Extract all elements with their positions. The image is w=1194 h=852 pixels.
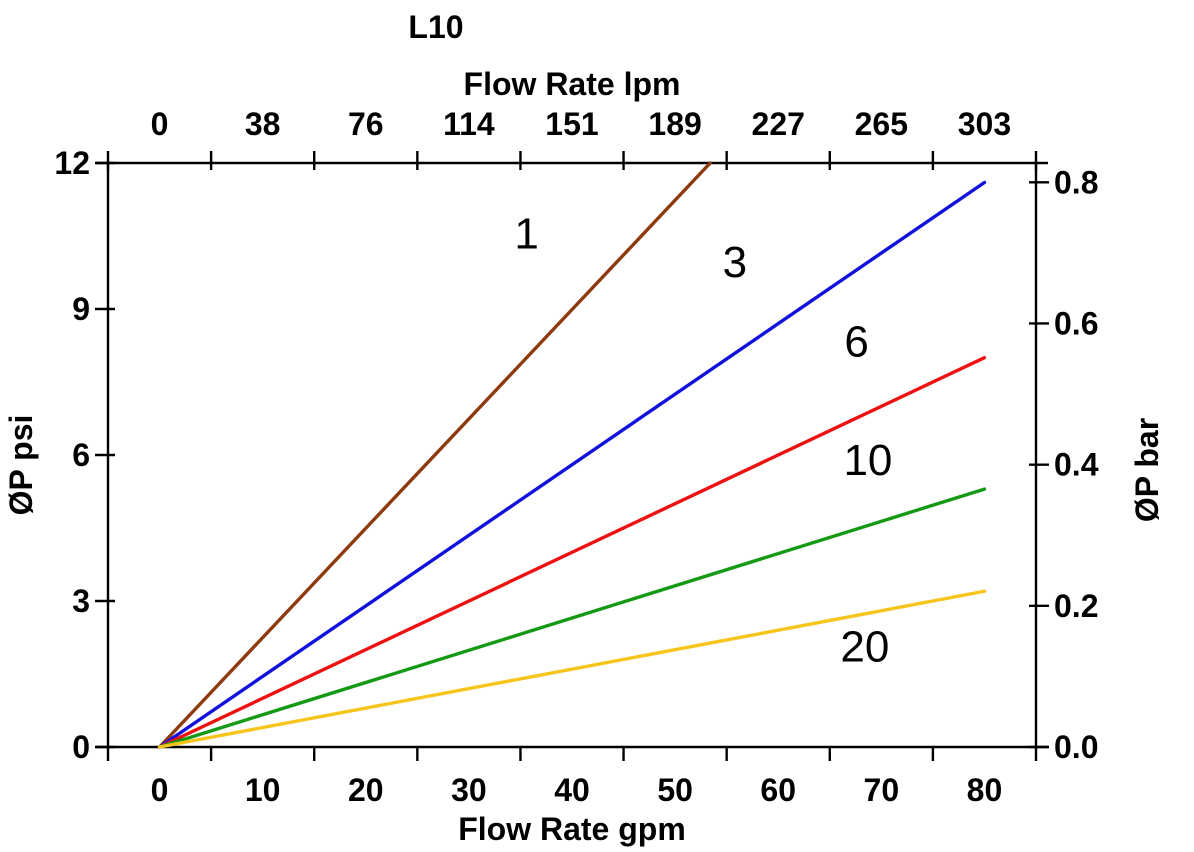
- y-left-tick-label: 6: [72, 437, 90, 473]
- y-right-tick-label: 0.0: [1054, 729, 1098, 765]
- series-lines: [157, 161, 987, 749]
- x-top-tick-label: 151: [545, 106, 598, 142]
- series-label-6-micron: 6: [844, 318, 868, 367]
- series-label-10-micron: 10: [843, 436, 892, 485]
- x-bottom-tick-label: 40: [554, 772, 590, 808]
- axis-tick-labels: 0010382076301144015150189602277026580303…: [54, 106, 1098, 808]
- x-bottom-tick-label: 70: [864, 772, 900, 808]
- y-left-tick-label: 0: [72, 729, 90, 765]
- top-axis-title: Flow Rate lpm: [464, 66, 681, 102]
- left-axis-title: ØP psi: [3, 415, 39, 516]
- x-bottom-tick-label: 10: [245, 772, 281, 808]
- chart-title: L10: [408, 9, 463, 45]
- series-line-3-micron: [157, 180, 987, 749]
- series-line-20-micron: [157, 589, 987, 749]
- x-bottom-tick-label: 0: [151, 772, 169, 808]
- x-bottom-tick-label: 30: [451, 772, 487, 808]
- x-top-tick-label: 227: [752, 106, 805, 142]
- x-top-tick-label: 189: [648, 106, 701, 142]
- x-top-tick-label: 265: [855, 106, 908, 142]
- y-left-tick-label: 3: [72, 583, 90, 619]
- series-line-10-micron: [157, 487, 987, 749]
- series-labels: 1 3 6 10 20: [514, 210, 892, 672]
- right-axis-title: ØP bar: [1129, 418, 1165, 522]
- x-top-tick-label: 38: [245, 106, 281, 142]
- y-left-tick-label: 9: [72, 291, 90, 327]
- y-right-tick-label: 0.2: [1054, 588, 1098, 624]
- x-top-tick-label: 114: [443, 106, 495, 142]
- series-label-3-micron: 3: [723, 238, 747, 287]
- x-top-tick-label: 303: [958, 106, 1011, 142]
- series-label-1-micron: 1: [514, 210, 538, 259]
- y-right-tick-label: 0.8: [1054, 164, 1098, 200]
- axis-ticks: [95, 151, 1049, 761]
- x-bottom-tick-label: 80: [967, 772, 1003, 808]
- x-top-tick-label: 0: [151, 106, 169, 142]
- series-line-6-micron: [157, 355, 987, 749]
- y-right-tick-label: 0.6: [1054, 305, 1098, 341]
- x-top-tick-label: 76: [348, 106, 384, 142]
- x-bottom-tick-label: 50: [657, 772, 693, 808]
- x-bottom-tick-label: 60: [760, 772, 796, 808]
- y-left-tick-label: 12: [54, 145, 90, 181]
- plot-frame: [96, 161, 1048, 749]
- series-label-20-micron: 20: [840, 622, 889, 671]
- series-line-1-micron: [157, 161, 712, 749]
- bottom-axis-title: Flow Rate gpm: [458, 811, 686, 847]
- y-right-tick-label: 0.4: [1054, 447, 1099, 483]
- x-bottom-tick-label: 20: [348, 772, 384, 808]
